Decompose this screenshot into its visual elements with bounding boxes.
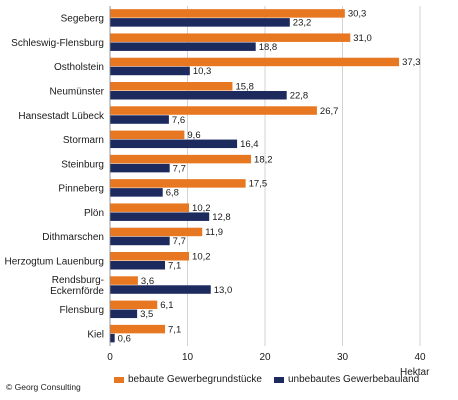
x-tick-label: 40: [414, 352, 426, 363]
category-label: Plön: [84, 208, 104, 219]
bar-built: [110, 130, 185, 140]
data-label-built: 3,6: [141, 276, 154, 287]
data-label-built: 31,0: [353, 33, 372, 44]
data-label-unbuilt: 10,3: [193, 66, 212, 77]
data-label-built: 10,2: [192, 252, 211, 263]
data-label-unbuilt: 22,8: [290, 91, 309, 102]
category-label: Hansestadt Lübeck: [18, 111, 105, 122]
bar-unbuilt: [110, 18, 290, 27]
data-label-built: 6,1: [160, 300, 173, 311]
bar-built: [110, 252, 190, 261]
legend: bebaute Gewerbegrundstücke unbebautes Ge…: [114, 374, 419, 385]
legend-swatch-unbuilt: [273, 376, 284, 383]
bar-unbuilt: [110, 139, 238, 149]
data-label-unbuilt: 23,2: [293, 18, 312, 29]
bar-built: [110, 106, 317, 115]
bar-built: [110, 324, 166, 334]
category-label: Schleswig-Flensburg: [11, 38, 104, 49]
data-label-built: 11,9: [205, 227, 223, 238]
bar-unbuilt: [110, 115, 169, 124]
legend-label-unbuilt: unbebautes Gewerbebauland: [287, 374, 420, 385]
bar-unbuilt: [110, 309, 138, 319]
bar-built: [110, 82, 233, 91]
bar-built: [110, 300, 158, 310]
category-label: Neumünster: [50, 87, 105, 98]
bar-built: [110, 57, 400, 67]
bar-built: [110, 33, 351, 42]
legend-swatch-built: [114, 376, 124, 383]
bar-unbuilt: [110, 91, 287, 100]
bar-unbuilt: [110, 66, 190, 76]
category-label: Dithmarschen: [42, 232, 104, 243]
bar-built: [110, 276, 138, 285]
data-label-built: 26,7: [320, 106, 339, 117]
x-axis-unit: Hektar: [400, 367, 430, 378]
bar-built: [110, 154, 252, 164]
bar-unbuilt: [110, 188, 163, 197]
data-label-unbuilt: 7,6: [172, 115, 185, 126]
x-tick-label: 30: [337, 352, 349, 363]
bar-unbuilt: [110, 212, 210, 221]
legend-item-built: bebaute Gewerbegrundstücke: [114, 374, 262, 385]
data-label-built: 18,2: [254, 154, 272, 165]
category-label: Flensburg: [60, 305, 104, 316]
data-label-unbuilt: 0,6: [118, 333, 131, 344]
bar-unbuilt: [110, 42, 256, 51]
category-label: Segeberg: [61, 14, 104, 25]
data-label-unbuilt: 7,7: [173, 163, 186, 174]
x-tick-label: 10: [182, 352, 194, 363]
copyright-note: © Georg Consulting: [6, 382, 81, 392]
bar-unbuilt: [110, 236, 170, 246]
category-label: Steinburg: [61, 159, 104, 170]
data-label-built: 15,8: [235, 82, 254, 93]
bar-built: [110, 9, 345, 18]
data-label-unbuilt: 7,7: [173, 236, 186, 247]
bar-built: [110, 203, 190, 212]
legend-item-unbuilt: unbebautes Gewerbebauland: [273, 374, 420, 385]
bar-unbuilt: [110, 163, 170, 173]
legend-label-built: bebaute Gewerbegrundstücke: [128, 374, 262, 385]
data-label-unbuilt: 16,4: [240, 139, 259, 150]
data-label-built: 7,1: [168, 324, 181, 335]
data-label-built: 10,2: [192, 203, 211, 214]
bar-unbuilt: [110, 333, 115, 343]
data-label-built: 17,5: [249, 179, 268, 190]
bar-unbuilt: [110, 285, 211, 294]
bar-unbuilt: [110, 261, 166, 270]
data-label-unbuilt: 12,8: [212, 212, 231, 223]
category-label: Kiel: [87, 329, 104, 340]
bar-built: [110, 227, 203, 237]
data-label-unbuilt: 7,1: [168, 261, 181, 272]
x-tick-label: 20: [259, 352, 271, 363]
x-tick-label: 0: [107, 352, 113, 363]
category-label: Pinneberg: [58, 184, 104, 195]
category-label: Eckernförde: [50, 286, 104, 297]
data-label-unbuilt: 6,8: [166, 188, 179, 199]
data-label-unbuilt: 18,8: [259, 42, 278, 53]
category-label: Herzogtum Lauenburg: [4, 257, 104, 268]
bar-built: [110, 179, 246, 188]
category-label: Stormarn: [63, 135, 104, 146]
category-label: Rendsburg-: [52, 275, 104, 286]
data-label-built: 9,6: [187, 130, 200, 141]
data-label-built: 30,3: [348, 9, 367, 20]
data-label-unbuilt: 3,5: [140, 309, 153, 320]
data-label-unbuilt: 13,0: [214, 285, 233, 296]
data-label-built: 37,3: [402, 57, 421, 68]
category-label: Ostholstein: [54, 62, 104, 73]
